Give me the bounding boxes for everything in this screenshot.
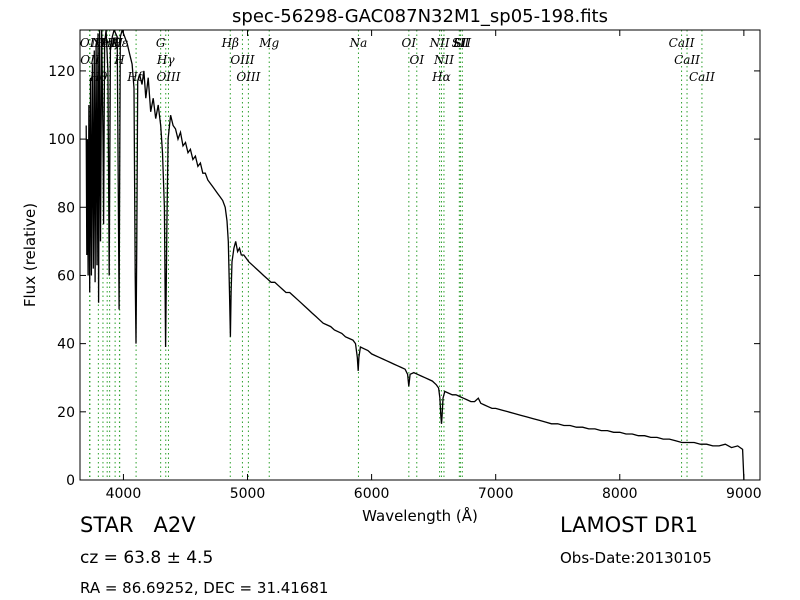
spectral-line-label: OIII bbox=[230, 53, 254, 67]
x-axis: 4000 5000 6000 7000 8000 9000 bbox=[106, 30, 762, 502]
y-tick-label: 60 bbox=[57, 268, 75, 284]
spectral-line-label: Li bbox=[452, 36, 465, 50]
y-tick-label: 120 bbox=[48, 64, 75, 80]
y-axis: 0 20 40 60 80 100 120 bbox=[48, 64, 760, 489]
obs-date-label: Obs-Date:20130105 bbox=[560, 549, 712, 567]
y-tick-label: 0 bbox=[66, 473, 75, 489]
spectral-line-label: NII bbox=[429, 36, 450, 50]
spectral-line-label: CaII bbox=[669, 36, 695, 50]
spectral-line-label: Mg bbox=[258, 36, 279, 50]
spectral-line-label: NII bbox=[433, 53, 454, 67]
spectral-line-label: OI bbox=[402, 36, 417, 50]
spectral-line-label: G bbox=[156, 36, 166, 50]
spectral-line-label: Hγ bbox=[156, 53, 175, 67]
spectral-line-label: K bbox=[110, 36, 121, 50]
spectral-line-label: OIII bbox=[236, 70, 260, 84]
spectral-line-label: OIII bbox=[156, 70, 180, 84]
spectral-line-label: H bbox=[113, 53, 125, 67]
spectral-line-label: SII bbox=[453, 36, 471, 50]
spectral-line-label: OII bbox=[80, 36, 100, 50]
x-axis-label: Wavelength (Å) bbox=[362, 506, 478, 525]
spectral-line-label: SII bbox=[452, 36, 470, 50]
survey-label: LAMOST DR1 bbox=[560, 513, 699, 537]
spectral-line-label: OII bbox=[80, 53, 100, 67]
coordinates-label: RA = 86.69252, DEC = 31.41681 bbox=[80, 579, 329, 597]
redshift-label: cz = 63.8 ± 4.5 bbox=[80, 548, 214, 568]
chart-title: spec-56298-GAC087N32M1_sp05-198.fits bbox=[232, 6, 608, 27]
y-axis-label: Flux (relative) bbox=[21, 203, 39, 307]
plot-frame bbox=[79, 29, 761, 481]
x-tick-label: 4000 bbox=[106, 486, 142, 502]
x-tick-label: 6000 bbox=[354, 486, 390, 502]
spectrum-line bbox=[85, 30, 745, 480]
x-tick-label: 7000 bbox=[478, 486, 514, 502]
x-tick-label: 9000 bbox=[726, 486, 762, 502]
x-tick-label: 8000 bbox=[602, 486, 638, 502]
spectral-line-markers bbox=[89, 30, 703, 480]
spectral-line-label: Hε bbox=[110, 36, 128, 50]
spectral-line-labels: OIIOIIHθHηNeIIIHζKHHεHδGHγOIIIHβOIIIOIII… bbox=[80, 36, 715, 84]
y-tick-label: 20 bbox=[57, 405, 75, 421]
y-tick-label: 100 bbox=[48, 132, 75, 148]
spectral-line-label: Hα bbox=[431, 70, 451, 84]
spectral-line-label: Hβ bbox=[221, 36, 239, 50]
spectral-line-label: CaII bbox=[674, 53, 700, 67]
y-tick-label: 80 bbox=[57, 200, 75, 216]
spectral-line-label: CaII bbox=[689, 70, 715, 84]
spectral-line-label: Hδ bbox=[126, 70, 145, 84]
object-class-label: STAR A2V bbox=[80, 513, 196, 537]
x-tick-label: 5000 bbox=[230, 486, 266, 502]
spectral-line-label: OI bbox=[409, 53, 424, 67]
y-tick-label: 40 bbox=[57, 337, 75, 353]
spectral-line-label: Na bbox=[349, 36, 368, 50]
